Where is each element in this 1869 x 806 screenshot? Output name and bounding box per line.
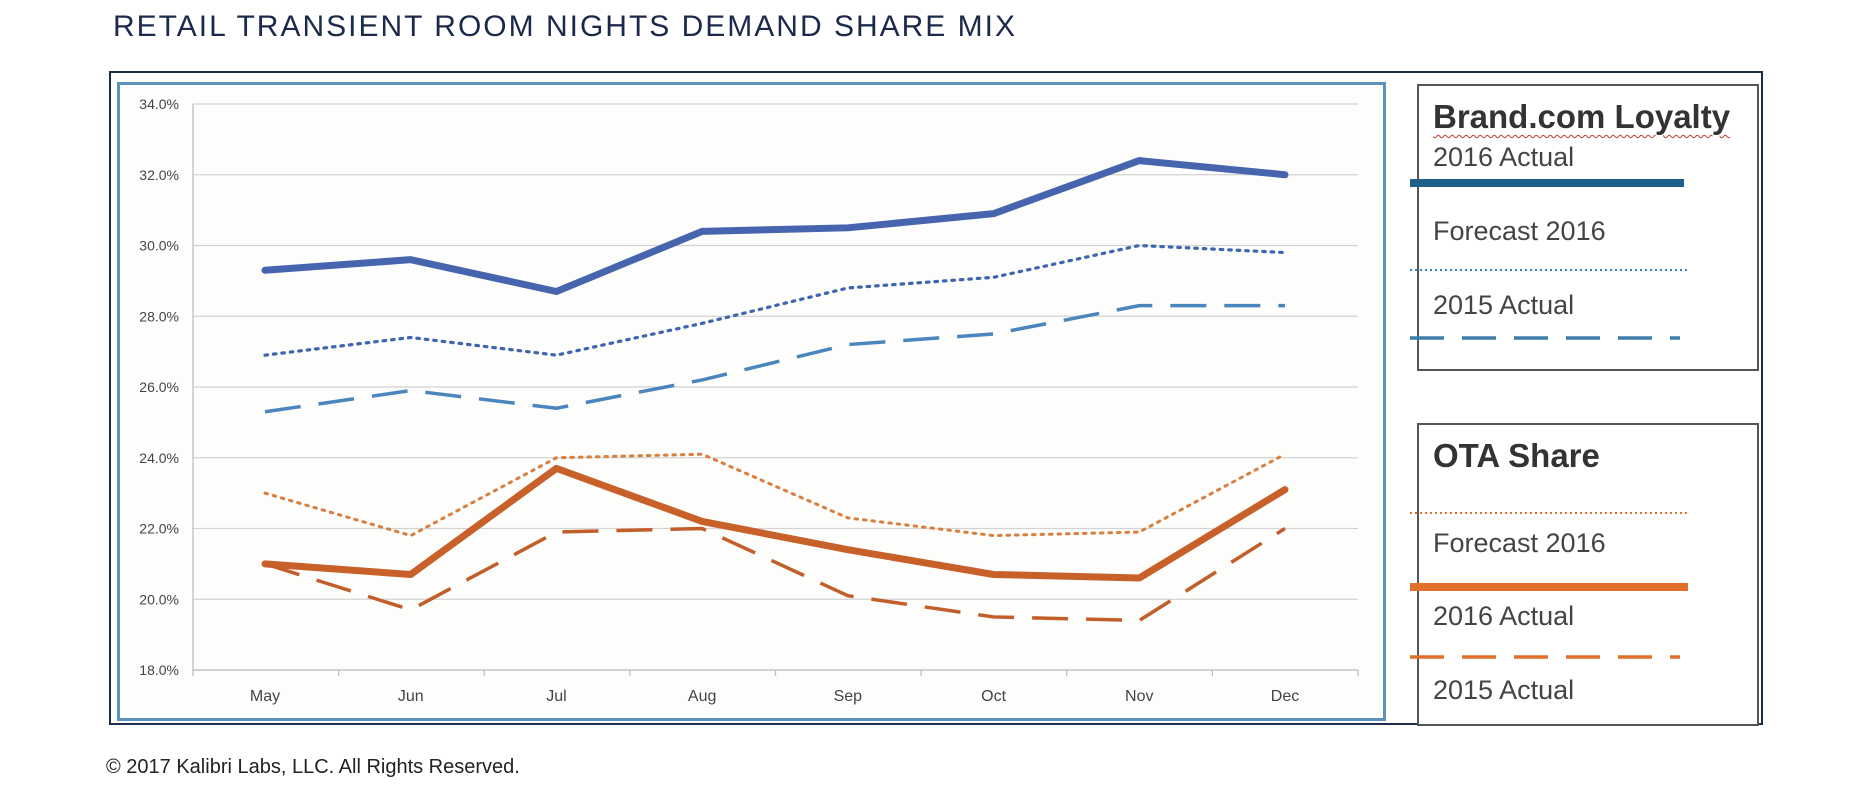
series-line-1 — [263, 243, 1287, 357]
copyright-notice: © 2017 Kalibri Labs, LLC. All Rights Res… — [106, 756, 520, 778]
legend-brand-loyalty: Brand.com Loyalty 2016 Actual Forecast 2… — [1417, 84, 1759, 371]
y-tick-label: 24.0% — [139, 450, 179, 466]
x-tick-label: Dec — [1271, 688, 1299, 705]
legend-brand-item-2016-actual: 2016 Actual — [1433, 142, 1575, 172]
x-tick-label: Jun — [398, 688, 424, 705]
x-tick-label: Nov — [1125, 688, 1153, 705]
series-line-0 — [261, 157, 1289, 295]
legend-brand-item-forecast-2016: Forecast 2016 — [1433, 216, 1606, 246]
y-tick-label: 32.0% — [139, 167, 179, 183]
x-tick-label: Sep — [834, 688, 863, 705]
legend-ota-item-2016-actual: 2016 Actual — [1433, 601, 1575, 631]
legend-ota-item-2015-actual: 2015 Actual — [1433, 675, 1575, 705]
y-tick-label: 18.0% — [139, 662, 179, 678]
x-tick-label: Oct — [981, 688, 1006, 705]
series-line-4 — [261, 464, 1289, 582]
series-line-2 — [264, 303, 1285, 414]
y-tick-label: 26.0% — [139, 379, 179, 395]
series-line-5 — [264, 526, 1286, 623]
x-tick-label: Aug — [688, 688, 716, 705]
legend-brand-item-2015-actual: 2015 Actual — [1433, 290, 1575, 320]
y-tick-label: 30.0% — [139, 238, 179, 254]
y-tick-label: 20.0% — [139, 591, 179, 607]
y-tick-label: 34.0% — [139, 96, 179, 112]
y-tick-label: 28.0% — [139, 308, 179, 324]
x-tick-label: May — [250, 688, 280, 705]
x-tick-label: Jul — [546, 688, 566, 705]
legend-ota-share: OTA Share Forecast 2016 2016 Actual 2015… — [1417, 423, 1759, 726]
legend-ota-item-forecast-2016: Forecast 2016 — [1433, 528, 1606, 558]
series-line-3 — [263, 452, 1287, 538]
legend-brand-title: Brand.com Loyalty — [1433, 98, 1731, 135]
legend-ota-title: OTA Share — [1433, 437, 1600, 474]
y-tick-label: 22.0% — [139, 521, 179, 537]
page-title: RETAIL TRANSIENT ROOM NIGHTS DEMAND SHAR… — [113, 10, 1017, 43]
